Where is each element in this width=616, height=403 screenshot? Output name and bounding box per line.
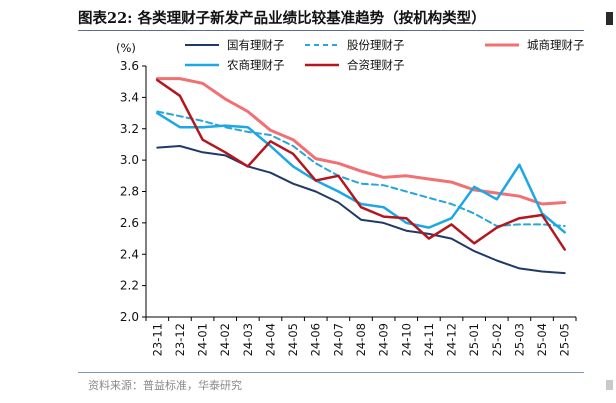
- legend-swatch: [485, 43, 519, 47]
- chart-legend: 国有理财子 股份理财子 城商理财子农商理财子 合资理财子: [183, 37, 585, 77]
- x-tick-label: 24-10: [399, 323, 413, 356]
- legend-item: 合资理财子: [303, 57, 405, 73]
- x-tick-label: 24-07: [331, 323, 345, 356]
- y-tick-label: 2.4: [120, 247, 139, 261]
- x-tick-label: 25-03: [512, 323, 526, 356]
- x-tick-label: 25-04: [535, 323, 549, 356]
- y-tick-label: 3.6: [120, 59, 139, 73]
- legend-label: 合资理财子: [347, 58, 405, 72]
- x-tick-label: 23-11: [150, 323, 164, 356]
- x-tick-label: 24-08: [354, 323, 368, 356]
- y-axis: 2.0 2.2 2.4 2.6 2.8 3.0 3.2 3.4 3.6: [120, 59, 147, 324]
- x-tick-label: 24-01: [196, 323, 210, 356]
- y-tick-label: 2.6: [120, 216, 139, 230]
- x-tick-label: 24-09: [377, 323, 391, 356]
- legend-label: 股份理财子: [347, 38, 405, 52]
- series-line-3: [155, 77, 567, 206]
- legend-label: 国有理财子: [227, 38, 285, 52]
- legend-item: 农商理财子: [183, 57, 285, 73]
- series-line-4: [156, 111, 566, 234]
- source-divider: [78, 372, 584, 373]
- x-tick-label: 24-05: [286, 323, 300, 356]
- adjacent-page-edge: [606, 12, 613, 25]
- x-tick-label: 25-01: [467, 323, 481, 356]
- legend-label: 城商理财子: [527, 38, 585, 52]
- x-tick-label: 24-06: [309, 323, 323, 356]
- x-tick-label: 24-02: [218, 323, 232, 356]
- legend-item: 城商理财子: [483, 37, 585, 53]
- legend-swatch: [305, 44, 339, 46]
- series-lines: [155, 77, 567, 275]
- y-tick-label: 2.8: [120, 185, 139, 199]
- y-tick-label: 2.2: [120, 279, 139, 293]
- y-tick-label: 2.0: [120, 310, 139, 324]
- y-tick-label: 3.4: [120, 90, 139, 104]
- adjacent-page-edge-bottom: [606, 380, 613, 390]
- chart-title: 图表22: 各类理财子新发产品业绩比较基准趋势（按机构类型）: [78, 10, 486, 27]
- x-tick-label: 25-05: [558, 323, 572, 356]
- legend-swatch: [185, 44, 219, 46]
- y-tick-label: 3.0: [120, 153, 139, 167]
- y-tick-label: 3.2: [120, 122, 139, 136]
- legend-item: 股份理财子: [303, 37, 405, 53]
- x-tick-label: 24-12: [445, 323, 459, 356]
- series-line-5: [156, 78, 566, 251]
- x-axis: 23-11 23-12 24-01 24-02 24-03 24-04 24-05 24-06…: [145, 316, 577, 356]
- x-tick-label: 24-03: [241, 323, 255, 356]
- y-unit-label: (%): [116, 41, 136, 55]
- series-line-1: [156, 145, 566, 275]
- legend-item: 国有理财子: [183, 37, 285, 53]
- x-tick-label: 25-02: [490, 323, 504, 356]
- x-tick-label: 24-11: [422, 323, 436, 356]
- legend-swatch: [185, 63, 219, 67]
- legend-swatch: [305, 63, 339, 67]
- series-line-2: [156, 110, 566, 227]
- source-note: 资料来源：普益标准，华泰研究: [88, 379, 242, 392]
- x-tick-label: 23-12: [173, 323, 187, 356]
- title-divider: [78, 30, 584, 31]
- x-tick-label: 24-04: [263, 323, 277, 356]
- legend-label: 农商理财子: [227, 58, 285, 72]
